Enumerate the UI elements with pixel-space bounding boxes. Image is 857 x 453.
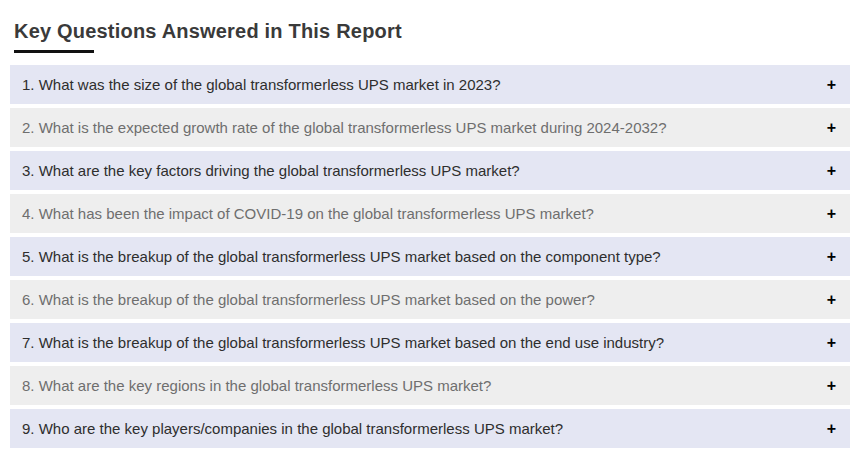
- faq-question: 8. What are the key regions in the globa…: [22, 377, 491, 395]
- faq-item-6[interactable]: 6. What is the breakup of the global tra…: [10, 280, 850, 319]
- faq-question: 4. What has been the impact of COVID-19 …: [22, 205, 594, 223]
- faq-item-9[interactable]: 9. Who are the key players/companies in …: [10, 409, 850, 448]
- faq-question: 7. What is the breakup of the global tra…: [22, 334, 664, 352]
- faq-question: 3. What are the key factors driving the …: [22, 162, 520, 180]
- faq-accordion: 1. What was the size of the global trans…: [10, 65, 850, 448]
- plus-icon[interactable]: +: [817, 162, 836, 180]
- page-header: Key Questions Answered in This Report: [0, 0, 857, 53]
- plus-icon[interactable]: +: [817, 420, 836, 438]
- faq-question: 6. What is the breakup of the global tra…: [22, 291, 595, 309]
- faq-item-2[interactable]: 2. What is the expected growth rate of t…: [10, 108, 850, 147]
- faq-question: 9. Who are the key players/companies in …: [22, 420, 563, 438]
- plus-icon[interactable]: +: [817, 377, 836, 395]
- plus-icon[interactable]: +: [817, 248, 836, 266]
- title-underline: [14, 50, 94, 53]
- faq-item-4[interactable]: 4. What has been the impact of COVID-19 …: [10, 194, 850, 233]
- plus-icon[interactable]: +: [817, 76, 836, 94]
- plus-icon[interactable]: +: [817, 119, 836, 137]
- faq-question: 1. What was the size of the global trans…: [22, 76, 501, 94]
- plus-icon[interactable]: +: [817, 291, 836, 309]
- plus-icon[interactable]: +: [817, 205, 836, 223]
- faq-question: 2. What is the expected growth rate of t…: [22, 119, 667, 137]
- plus-icon[interactable]: +: [817, 334, 836, 352]
- faq-question: 5. What is the breakup of the global tra…: [22, 248, 661, 266]
- faq-item-3[interactable]: 3. What are the key factors driving the …: [10, 151, 850, 190]
- faq-item-5[interactable]: 5. What is the breakup of the global tra…: [10, 237, 850, 276]
- faq-item-1[interactable]: 1. What was the size of the global trans…: [10, 65, 850, 104]
- faq-item-7[interactable]: 7. What is the breakup of the global tra…: [10, 323, 850, 362]
- faq-item-8[interactable]: 8. What are the key regions in the globa…: [10, 366, 850, 405]
- page-title: Key Questions Answered in This Report: [14, 20, 857, 43]
